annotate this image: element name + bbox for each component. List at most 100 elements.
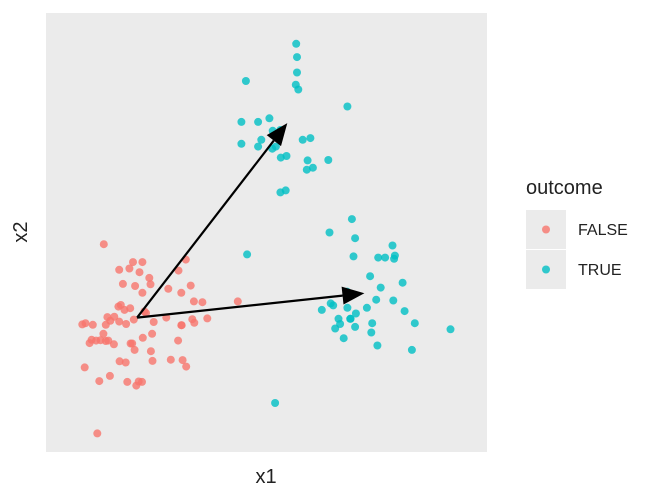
point-false — [148, 329, 157, 338]
point-true — [390, 251, 399, 260]
point-true — [347, 215, 356, 224]
point-true — [349, 252, 358, 261]
point-true — [237, 139, 246, 148]
point-true — [303, 156, 312, 165]
point-true — [254, 142, 263, 151]
plot-panel — [46, 13, 487, 452]
point-true — [376, 283, 385, 292]
point-false — [146, 280, 155, 289]
point-false — [96, 336, 105, 345]
point-true — [343, 303, 352, 312]
point-false — [121, 358, 130, 367]
point-true — [367, 328, 376, 337]
point-true — [243, 250, 252, 259]
point-true — [336, 320, 345, 328]
y-axis-label: x2 — [10, 221, 32, 242]
point-true — [362, 303, 371, 312]
point-true — [339, 334, 348, 343]
point-true — [366, 272, 375, 281]
vector-2-arrowhead — [341, 286, 365, 305]
point-false — [138, 288, 147, 297]
vector-1-arrowhead — [266, 123, 288, 147]
point-true — [368, 319, 377, 328]
point-true — [276, 188, 285, 197]
point-false — [138, 377, 146, 386]
point-true — [282, 152, 291, 160]
legend-label-true: TRUE — [578, 262, 622, 279]
point-false — [177, 288, 186, 297]
legend-dot-true — [542, 265, 550, 274]
point-true — [237, 117, 246, 126]
point-true — [446, 325, 455, 334]
point-true — [324, 156, 333, 164]
point-false — [148, 356, 157, 365]
point-false — [135, 268, 144, 277]
legend-label-false: FALSE — [578, 222, 628, 239]
point-false — [123, 377, 132, 386]
point-false — [166, 355, 175, 364]
point-true — [293, 68, 301, 77]
point-false — [233, 297, 242, 306]
point-true — [410, 319, 419, 328]
point-false — [126, 304, 135, 313]
point-true — [294, 85, 303, 94]
point-true — [343, 102, 352, 111]
point-true — [400, 307, 409, 316]
point-false — [129, 258, 137, 267]
point-false — [95, 377, 104, 386]
point-false — [104, 336, 113, 345]
point-false — [115, 317, 124, 326]
point-true — [398, 278, 407, 287]
point-false — [138, 258, 147, 267]
point-true — [271, 399, 280, 407]
point-false — [130, 345, 139, 354]
point-false — [101, 320, 110, 329]
point-true — [351, 234, 360, 243]
point-true — [254, 117, 263, 126]
point-false — [129, 315, 138, 324]
point-false — [128, 339, 137, 348]
point-false — [85, 339, 94, 348]
point-false — [99, 240, 108, 249]
point-false — [149, 318, 158, 326]
point-false — [80, 363, 89, 372]
point-false — [93, 429, 102, 438]
point-true — [389, 296, 398, 305]
point-true — [407, 345, 416, 354]
point-true — [317, 305, 326, 314]
point-false — [145, 273, 154, 282]
point-true — [325, 228, 334, 237]
point-false — [115, 357, 124, 366]
point-false — [118, 279, 127, 288]
vector-2-line — [136, 294, 343, 319]
point-false — [110, 312, 119, 321]
point-false — [190, 318, 199, 327]
legend-dot-false — [542, 225, 550, 234]
point-false — [125, 264, 134, 273]
point-true — [388, 241, 397, 250]
point-false — [132, 381, 141, 390]
point-true — [265, 114, 274, 123]
point-false — [88, 320, 97, 329]
point-false — [186, 281, 195, 290]
point-false — [138, 333, 147, 342]
point-false — [198, 298, 207, 307]
x-axis-label: x1 — [255, 466, 276, 488]
point-true — [346, 314, 355, 323]
point-true — [351, 309, 360, 318]
point-false — [189, 297, 198, 306]
point-false — [142, 309, 150, 318]
point-false — [174, 336, 183, 345]
point-true — [306, 134, 315, 143]
point-true — [298, 135, 307, 144]
point-true — [373, 341, 382, 350]
point-false — [81, 319, 90, 328]
point-false — [182, 362, 191, 371]
point-true — [241, 77, 250, 85]
point-false — [164, 284, 173, 293]
legend: outcome FALSE TRUE — [526, 177, 628, 289]
point-false — [178, 356, 187, 365]
point-true — [308, 163, 317, 172]
point-true — [372, 295, 381, 304]
